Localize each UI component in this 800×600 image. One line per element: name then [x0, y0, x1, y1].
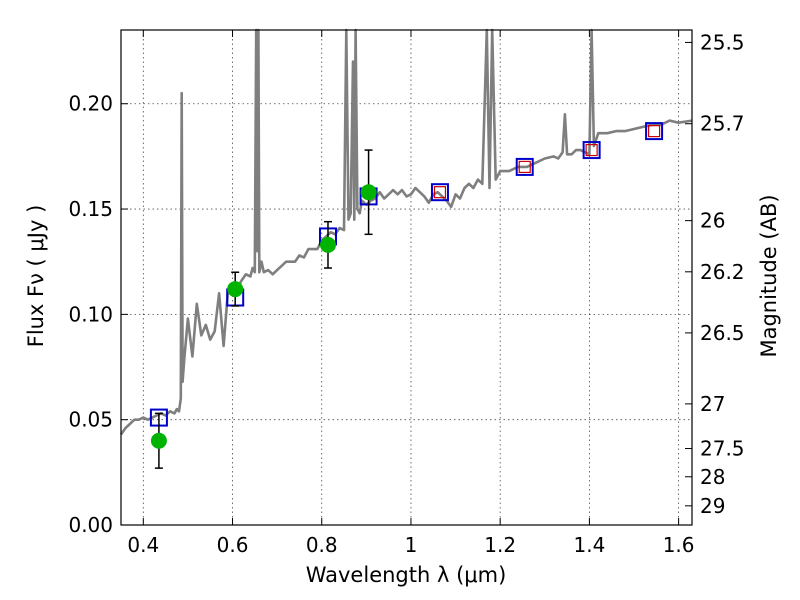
ticks-layer: 0.4 0.6 0.8 1 1.2 1.4 1.6 0.00 0.05 0.10 0.15 0.20 2…: [68, 30, 745, 557]
markers-layer: [149, 122, 664, 469]
x-tick-label: 0.6: [217, 533, 249, 557]
model-photometry-square: [645, 122, 664, 141]
model-photometry-square: [582, 141, 601, 160]
y2-tick-label: 26.5: [700, 321, 745, 345]
y2-tick-label: 25.5: [700, 30, 745, 54]
y2-tick-label: 26: [700, 209, 725, 233]
y-tick-label: 0.05: [68, 408, 113, 432]
model-photometry-square: [515, 157, 534, 176]
x-tick-label: 1.2: [484, 533, 516, 557]
observed-red-square: [585, 143, 598, 157]
x-tick-label: 0.8: [306, 533, 338, 557]
y2-axis-label: Magnitude (AB): [757, 194, 781, 357]
observed-green-point: [360, 184, 377, 201]
y-tick-label: 0.20: [68, 92, 113, 116]
x-tick-label: 1.4: [573, 533, 605, 557]
y2-tick-label: 28: [700, 465, 725, 489]
y2-tick-label: 25.7: [700, 112, 745, 136]
model-photometry-square: [430, 183, 449, 202]
y2-tick-label: 29: [700, 494, 725, 518]
spectrum-layer: [119, 28, 693, 436]
plot-frame: [120, 29, 693, 526]
x-tick-label: 0.4: [127, 533, 159, 557]
spectrum-line: [119, 28, 693, 436]
observed-green-point: [319, 236, 336, 253]
observed-green-point: [150, 432, 167, 449]
x-tick-label: 1: [405, 533, 418, 557]
observed-green-point: [227, 281, 244, 298]
y-tick-label: 0.15: [68, 197, 113, 221]
y2-tick-label: 27: [700, 392, 725, 416]
x-tick-label: 1.6: [663, 533, 695, 557]
y2-tick-label: 27.5: [700, 437, 745, 461]
grid-lines: [121, 30, 692, 526]
observed-red-square: [647, 125, 661, 138]
y-tick-label: 0.10: [68, 302, 113, 326]
observed-red-square: [518, 160, 531, 174]
y-tick-label: 0.00: [68, 513, 113, 537]
x-axis-label: Wavelength λ (μm): [306, 563, 507, 587]
y2-tick-label: 26.2: [700, 260, 745, 284]
observed-red-square: [433, 186, 447, 199]
y-axis-label: Flux Fν ( μJy ): [24, 205, 48, 348]
